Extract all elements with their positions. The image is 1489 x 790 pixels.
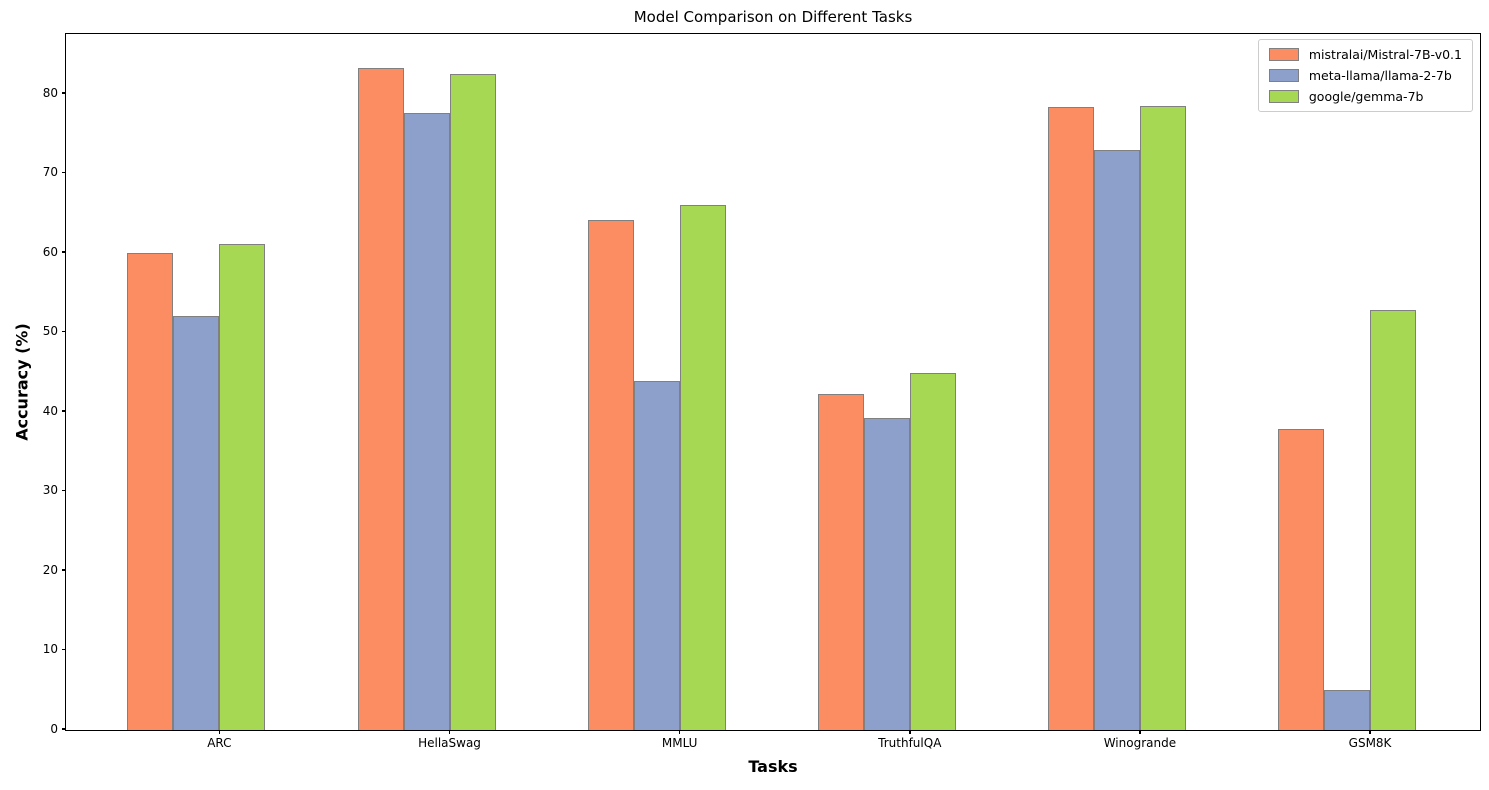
y-tick-label-10: 10 (42, 642, 58, 657)
legend-label-gemma: google/gemma-7b (1308, 89, 1424, 104)
bar-google-gemma-7b-mmlu (679, 205, 726, 730)
legend-swatch-llama (1268, 69, 1299, 82)
x-tick-mmlu (678, 730, 681, 734)
y-tick-label-60: 60 (42, 244, 58, 259)
bar-google-gemma-7b-gsm8k (1370, 310, 1417, 730)
x-tick-label-mmlu: MMLU (661, 736, 698, 750)
bar-mistralai-mistral-7b-v0-1-gsm8k (1278, 429, 1325, 730)
y-tick-80 (62, 92, 66, 94)
bar-google-gemma-7b-hellaswag (449, 73, 496, 730)
bar-meta-llama-llama-2-7b-truthfulqa (863, 417, 910, 730)
y-tick-label-0: 0 (50, 722, 58, 736)
legend: mistralai/Mistral-7B-v0.1 meta-llama/lla… (1257, 39, 1473, 112)
y-tick-20 (62, 569, 66, 571)
x-tick-arc (218, 730, 221, 734)
legend-item: meta-llama/llama-2-7b (1268, 68, 1462, 83)
y-tick-10 (62, 648, 66, 651)
x-tick-hellaswag (448, 730, 451, 734)
bar-meta-llama-llama-2-7b-winogrande (1093, 149, 1140, 730)
y-tick-label-30: 30 (42, 483, 58, 498)
x-tick-label-winogrande: Winogrande (1103, 736, 1177, 750)
x-tick-winogrande (1139, 730, 1141, 734)
y-tick-60 (62, 251, 66, 253)
bar-meta-llama-llama-2-7b-arc (173, 315, 220, 730)
y-tick-30 (62, 489, 66, 492)
y-tick-0 (62, 728, 66, 730)
bar-mistralai-mistral-7b-v0-1-mmlu (587, 219, 634, 730)
bar-google-gemma-7b-truthfulqa (909, 372, 956, 730)
y-tick-70 (62, 171, 66, 174)
x-tick-label-truthfulqa: TruthfulQA (878, 736, 942, 750)
legend-label-llama: meta-llama/llama-2-7b (1308, 68, 1452, 83)
bar-meta-llama-llama-2-7b-gsm8k (1324, 690, 1371, 730)
bar-mistralai-mistral-7b-v0-1-arc (127, 252, 174, 730)
y-axis-label: Accuracy (%) (12, 323, 32, 441)
y-tick-label-70: 70 (42, 165, 58, 180)
y-tick-label-50: 50 (42, 324, 58, 339)
plot-area: ARC HellaSwag MMLU TruthfulQA Winogrande GSM8… (43, 33, 1481, 750)
y-tick-label-20: 20 (42, 562, 58, 577)
bar-google-gemma-7b-arc (219, 244, 266, 730)
legend-item: google/gemma-7b (1268, 89, 1462, 104)
bar-mistralai-mistral-7b-v0-1-winogrande (1047, 106, 1094, 730)
bar-google-gemma-7b-winogrande (1139, 105, 1186, 730)
chart-title: Model Comparison on Different Tasks (633, 8, 913, 26)
bar-mistralai-mistral-7b-v0-1-truthfulqa (817, 394, 864, 730)
x-axis-label: Tasks (748, 757, 798, 776)
bar-mistralai-mistral-7b-v0-1-hellaswag (357, 67, 404, 730)
bar-meta-llama-llama-2-7b-hellaswag (403, 112, 450, 730)
x-tick-label-hellaswag: HellaSwag (418, 736, 481, 750)
x-tick-gsm8k (1369, 730, 1371, 734)
legend-label-mistral: mistralai/Mistral-7B-v0.1 (1308, 47, 1462, 62)
legend-swatch-gemma (1268, 90, 1299, 103)
legend-item: mistralai/Mistral-7B-v0.1 (1268, 47, 1462, 62)
x-tick-truthfulqa (909, 730, 911, 734)
bar-meta-llama-llama-2-7b-mmlu (633, 380, 680, 730)
legend-swatch-mistral (1268, 48, 1299, 61)
y-tick-label-40: 40 (42, 403, 58, 418)
x-tick-label-arc: ARC (207, 736, 232, 750)
y-tick-40 (62, 410, 66, 412)
y-tick-label-80: 80 (42, 85, 58, 100)
x-tick-label-gsm8k: GSM8K (1348, 736, 1392, 750)
y-tick-50 (62, 330, 66, 333)
